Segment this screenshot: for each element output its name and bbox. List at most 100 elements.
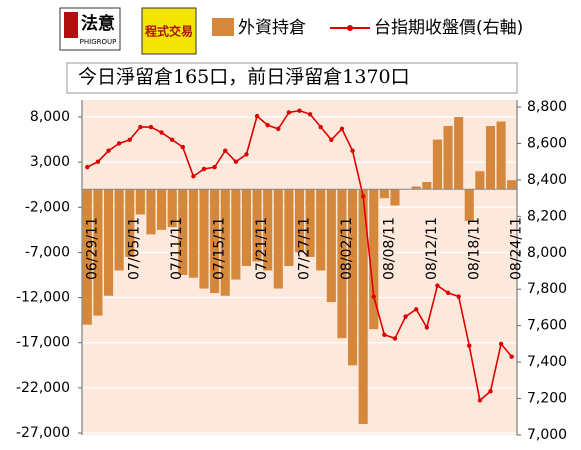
x-tick-label: 08/08/11 [381, 217, 397, 280]
bar [422, 182, 432, 190]
point [307, 112, 313, 117]
point [106, 148, 111, 153]
logo-subtext: PHIGROUP [80, 38, 117, 46]
legend-dot [347, 25, 353, 31]
point [392, 336, 398, 341]
bar [125, 189, 135, 257]
point [95, 159, 101, 164]
point [509, 354, 514, 359]
bar [188, 189, 198, 278]
bar [305, 189, 315, 257]
point [223, 148, 228, 153]
bar [379, 189, 389, 199]
bar [432, 139, 442, 190]
bar [326, 189, 336, 303]
y-tick-label: -17,000 [16, 335, 70, 351]
logo-text: 法意 [81, 13, 115, 34]
bar [337, 189, 347, 339]
bar [146, 189, 156, 235]
point [424, 325, 430, 330]
point [329, 137, 334, 142]
bar [210, 189, 220, 294]
point [467, 343, 472, 348]
legend-label: 台指期收盤價(右軸) [374, 18, 523, 38]
bar [273, 189, 283, 289]
point [382, 332, 387, 337]
bar [390, 189, 400, 206]
point [318, 124, 323, 130]
y2-tick-label: 7,800 [527, 281, 567, 297]
bar [231, 189, 241, 280]
bar [485, 126, 496, 190]
bar [252, 189, 262, 262]
point [339, 126, 345, 132]
y2-tick-label: 8,800 [527, 99, 567, 115]
y2-tick-label: 8,600 [527, 135, 567, 151]
x-tick-label: 07/15/11 [212, 217, 228, 280]
bar [443, 126, 453, 190]
y-tick-label: -7,000 [25, 244, 70, 260]
point [435, 283, 440, 288]
point [265, 123, 270, 128]
point [169, 137, 175, 142]
y2-tick-label: 8,000 [527, 245, 567, 261]
bar [220, 189, 230, 296]
bar [82, 189, 92, 325]
point [85, 164, 90, 170]
logo-icon [64, 12, 78, 38]
bar [464, 189, 474, 221]
x-tick-label: 07/21/11 [254, 217, 270, 280]
point [371, 294, 376, 299]
bar [241, 189, 252, 266]
bar [284, 189, 294, 266]
point [297, 108, 302, 113]
bar [135, 189, 145, 215]
bar [411, 186, 421, 190]
bar [157, 189, 167, 230]
bar [178, 189, 188, 275]
bar [496, 121, 506, 190]
x-tick-label: 07/11/11 [169, 217, 185, 280]
point [191, 174, 196, 179]
y2-tick-label: 7,600 [527, 318, 567, 334]
point [445, 290, 451, 296]
point [488, 389, 493, 394]
bar [93, 189, 103, 316]
point [276, 126, 281, 132]
x-tick-label: 07/27/11 [297, 217, 313, 280]
bar [103, 189, 114, 296]
point [414, 307, 419, 312]
point [148, 124, 154, 130]
bar [454, 117, 464, 190]
y2-tick-label: 8,400 [527, 172, 567, 188]
logo2-text: 程式交易 [145, 24, 193, 39]
bar [347, 189, 358, 366]
x-tick-label: 07/05/11 [127, 217, 143, 280]
bar [263, 189, 273, 271]
x-tick-label: 08/24/11 [509, 217, 525, 280]
y2-tick-label: 7,400 [527, 354, 567, 370]
point [159, 130, 164, 135]
point [254, 113, 260, 119]
bar [167, 189, 177, 228]
x-tick-label: 08/02/11 [339, 217, 355, 280]
logo2-box [141, 7, 197, 55]
point [286, 110, 292, 115]
point [233, 159, 239, 164]
y-tick-label: 8,000 [30, 109, 70, 125]
point [403, 314, 408, 319]
bar [199, 189, 209, 289]
bar [358, 189, 368, 424]
point [180, 144, 185, 150]
point [360, 194, 366, 199]
point [127, 137, 132, 142]
point [498, 341, 504, 347]
point [350, 148, 355, 153]
y-tick-label: 3,000 [30, 154, 70, 170]
x-tick-label: 08/18/11 [466, 217, 482, 280]
x-tick-label: 06/29/11 [84, 217, 100, 280]
y-tick-label: -12,000 [16, 290, 70, 306]
point [477, 398, 483, 403]
legend-swatch [212, 18, 234, 36]
